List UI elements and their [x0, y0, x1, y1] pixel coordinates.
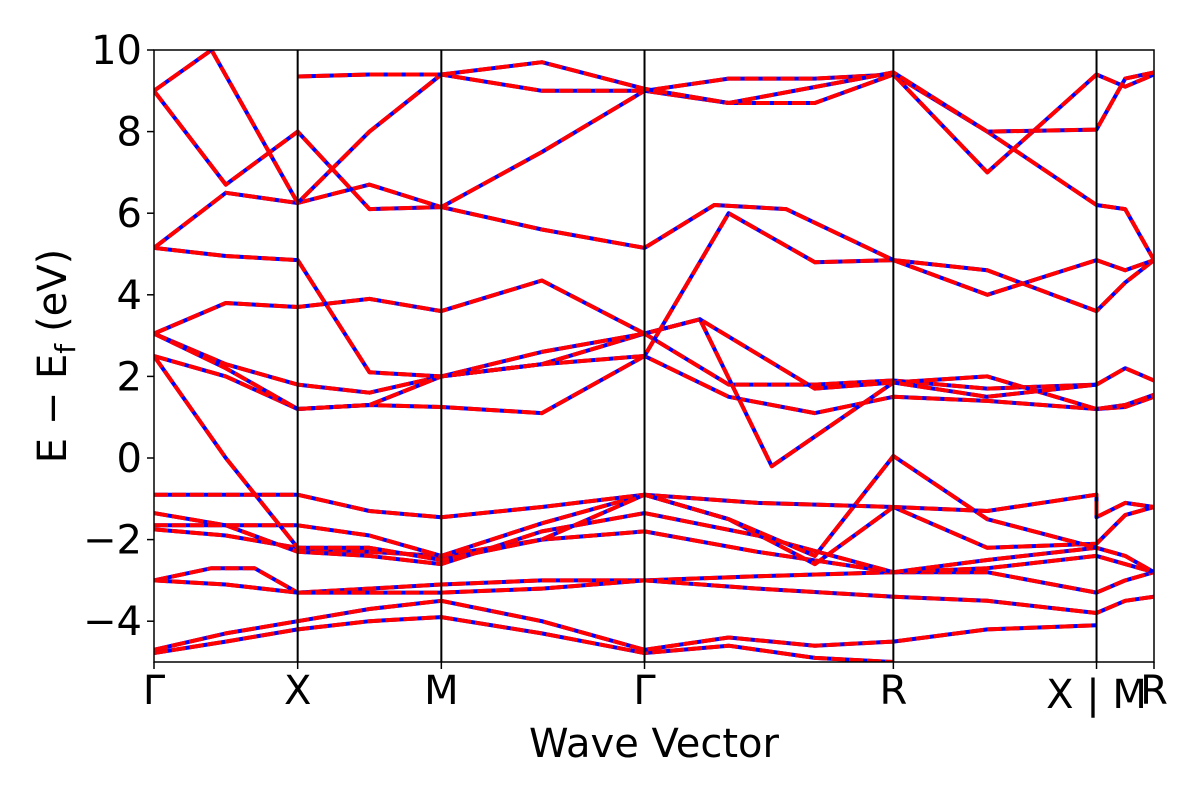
band-line-3-solid — [154, 578, 1154, 615]
y-tick-label: 8 — [117, 110, 142, 156]
y-tick-label: 10 — [91, 28, 142, 74]
band-line-3-dashed — [154, 578, 1154, 615]
band-line-8-dashed — [154, 354, 1098, 562]
x-tick-label: R — [879, 668, 907, 714]
x-tick-label: M — [424, 668, 459, 714]
band-line-17-dashed — [297, 60, 1154, 134]
band-line-12-dashed — [154, 278, 1097, 399]
y-axis-label-main: E − E — [30, 354, 76, 464]
band-line-16-dashed — [154, 50, 1154, 205]
band-line-0-dashed — [154, 615, 894, 662]
x-axis-label: Wave Vector — [529, 721, 780, 767]
y-tick-label: 0 — [117, 436, 142, 482]
bands-layer — [154, 50, 1154, 662]
x-tick-label: X | M — [1046, 672, 1147, 718]
y-axis-label-sub: f — [49, 343, 82, 354]
band-line-16-solid — [154, 50, 1154, 205]
band-line-1-dashed — [154, 598, 1097, 652]
y-axis-label-unit: (eV) — [30, 249, 76, 332]
y-tick-label: −4 — [83, 599, 142, 645]
y-tick-label: 2 — [117, 354, 142, 400]
y-tick-label: −2 — [83, 518, 142, 564]
plot-frame — [153, 49, 1155, 663]
x-tick-label: R — [1140, 668, 1168, 714]
band-line-14-dashed — [154, 182, 1154, 297]
band-line-15-solid — [154, 72, 1154, 262]
x-tick-label: Γ — [143, 668, 166, 714]
band-line-2-dashed — [154, 566, 1154, 595]
band-line-15-dashed — [154, 72, 1154, 262]
high-symmetry-lines — [296, 50, 1098, 662]
y-axis: −4 −2 0 2 4 6 8 10 — [83, 28, 154, 645]
band-line-13-dashed — [154, 211, 1154, 379]
y-tick-label: 6 — [117, 191, 142, 237]
band-line-13-solid — [154, 211, 1154, 379]
x-tick-label: X — [284, 668, 311, 714]
x-tick-label: Γ — [633, 668, 656, 714]
y-tick-label: 4 — [117, 273, 142, 319]
y-axis-label: E − Ef (eV) — [30, 249, 82, 464]
